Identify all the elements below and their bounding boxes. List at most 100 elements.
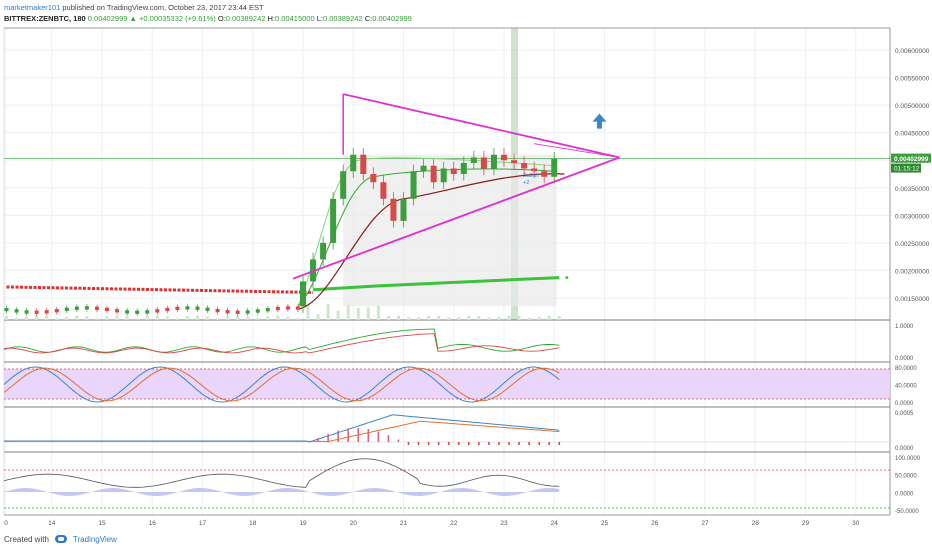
candle-body xyxy=(370,174,377,183)
volume-bar xyxy=(507,315,511,320)
indicator-tick-label: 50.0000 xyxy=(895,474,917,480)
indicator-tick-label: 0.0005 xyxy=(895,411,914,417)
macd-hist-bar xyxy=(397,439,400,442)
candle-body xyxy=(340,171,347,199)
price-tick-label: 0.00550000 xyxy=(895,76,930,83)
macd-line xyxy=(4,414,560,443)
macd-hist-bar xyxy=(377,431,380,442)
cci-line xyxy=(3,458,560,488)
price-change: +0.00035332 (+9.61%) xyxy=(139,14,216,23)
candle-body xyxy=(275,306,280,311)
candle-body xyxy=(245,310,250,314)
pane-borders xyxy=(3,27,891,516)
up-arrow-icon xyxy=(592,113,607,129)
volume-bar xyxy=(286,316,290,320)
volume-bar xyxy=(427,315,431,320)
x-tick-label: 25 xyxy=(601,520,609,527)
countdown-label: 01:15:12 xyxy=(894,166,920,173)
volume-bar xyxy=(346,305,350,320)
candle-body xyxy=(165,307,170,312)
price-tick-label: 0.00500000 xyxy=(895,103,930,110)
candle-body xyxy=(295,306,300,310)
volume-bar xyxy=(246,316,250,320)
volume-bar xyxy=(386,315,390,320)
volume-bar xyxy=(155,315,159,320)
volume-bar xyxy=(226,316,230,320)
macd-hist-bar xyxy=(447,442,450,445)
volume-bar xyxy=(417,317,421,320)
volume-bar xyxy=(296,317,300,320)
candle-body xyxy=(235,310,240,314)
volume-bar xyxy=(135,318,139,320)
candle-body xyxy=(299,281,306,307)
candle-body xyxy=(215,308,220,313)
volume-bar xyxy=(75,315,79,320)
tradingview-link[interactable]: TradingView xyxy=(72,534,117,544)
candle-body xyxy=(400,198,407,221)
price-tick-label: 0.00300000 xyxy=(895,213,930,220)
indicators xyxy=(3,328,890,509)
volume-bar xyxy=(527,317,531,320)
volume-bar xyxy=(356,307,360,320)
candle-body xyxy=(44,310,49,314)
volume-bar xyxy=(437,315,441,320)
x-tick-label: 28 xyxy=(752,520,760,527)
candle-body xyxy=(135,310,140,314)
candle-body xyxy=(440,168,447,183)
price-tick-label: 0.00350000 xyxy=(895,186,930,193)
x-tick-label: 27 xyxy=(701,520,709,527)
volume-bar xyxy=(25,316,29,320)
macd-hist-bar xyxy=(468,442,470,445)
candle-body xyxy=(195,306,200,310)
candle-body xyxy=(460,162,467,174)
symbol-label: BITTREX:ZENBTC, 180 xyxy=(4,14,86,23)
chart-canvas[interactable]: Bullish+2 0.00600000 0.00550000 0.00500000… xyxy=(0,22,932,532)
candle-body xyxy=(185,306,190,310)
low-value: 0.00389242 xyxy=(322,14,363,23)
triangle-pattern: Bullish+2 xyxy=(292,93,620,280)
annotation-label: Bullish xyxy=(523,173,539,179)
candle-body xyxy=(521,162,528,169)
volume-bar xyxy=(236,315,240,320)
candle-body xyxy=(4,307,9,312)
ma-long-green xyxy=(312,276,560,292)
volume-bar xyxy=(396,315,400,320)
candle-body xyxy=(24,310,29,314)
last-price-tag-label: 0.00402999 xyxy=(894,156,929,163)
low-label: L: xyxy=(316,14,323,23)
volume-bar xyxy=(195,315,199,320)
volume-bar xyxy=(165,316,169,320)
created-with-text: Created with xyxy=(4,534,49,544)
macd-hist-bar xyxy=(367,429,370,442)
stoch-d-line xyxy=(3,367,560,402)
volume-bar xyxy=(175,318,179,320)
triangle-upper-line xyxy=(342,93,620,159)
macd-hist-bar xyxy=(528,442,530,445)
candle-body xyxy=(330,198,337,243)
candle-body xyxy=(54,309,59,313)
indicator-tick-label: 0.0000 xyxy=(895,446,914,452)
x-tick-label: 20 xyxy=(350,520,358,527)
candle-body xyxy=(125,310,130,314)
macd-hist-bar xyxy=(508,442,510,445)
macd-hist-bar xyxy=(538,442,540,445)
macd-hist-bar xyxy=(437,442,440,445)
candle-body xyxy=(115,309,120,313)
axes: 0.00600000 0.00550000 0.00500000 0.00450000… xyxy=(4,48,931,527)
price-tick-label: 0.00150000 xyxy=(895,296,930,303)
volume-bar xyxy=(477,315,481,320)
open-label: O: xyxy=(217,14,226,23)
chart-header: marketmaker101 published on TradingView.… xyxy=(4,2,904,24)
indicator-tick-label: 0.0000 xyxy=(895,356,914,362)
volume-bar xyxy=(557,315,561,320)
author-link[interactable]: marketmaker101 xyxy=(4,3,61,12)
triangle-inner-line xyxy=(534,143,620,158)
x-tick-label: 30 xyxy=(852,520,860,527)
macd-hist-bar xyxy=(427,442,430,445)
macd-hist-bar xyxy=(518,442,520,445)
volume-bar xyxy=(115,315,119,320)
indicator-tick-label: 100.0000 xyxy=(895,456,921,462)
x-tick-label: 24 xyxy=(551,520,559,527)
candle-body xyxy=(390,198,397,221)
candle-body xyxy=(155,309,160,313)
